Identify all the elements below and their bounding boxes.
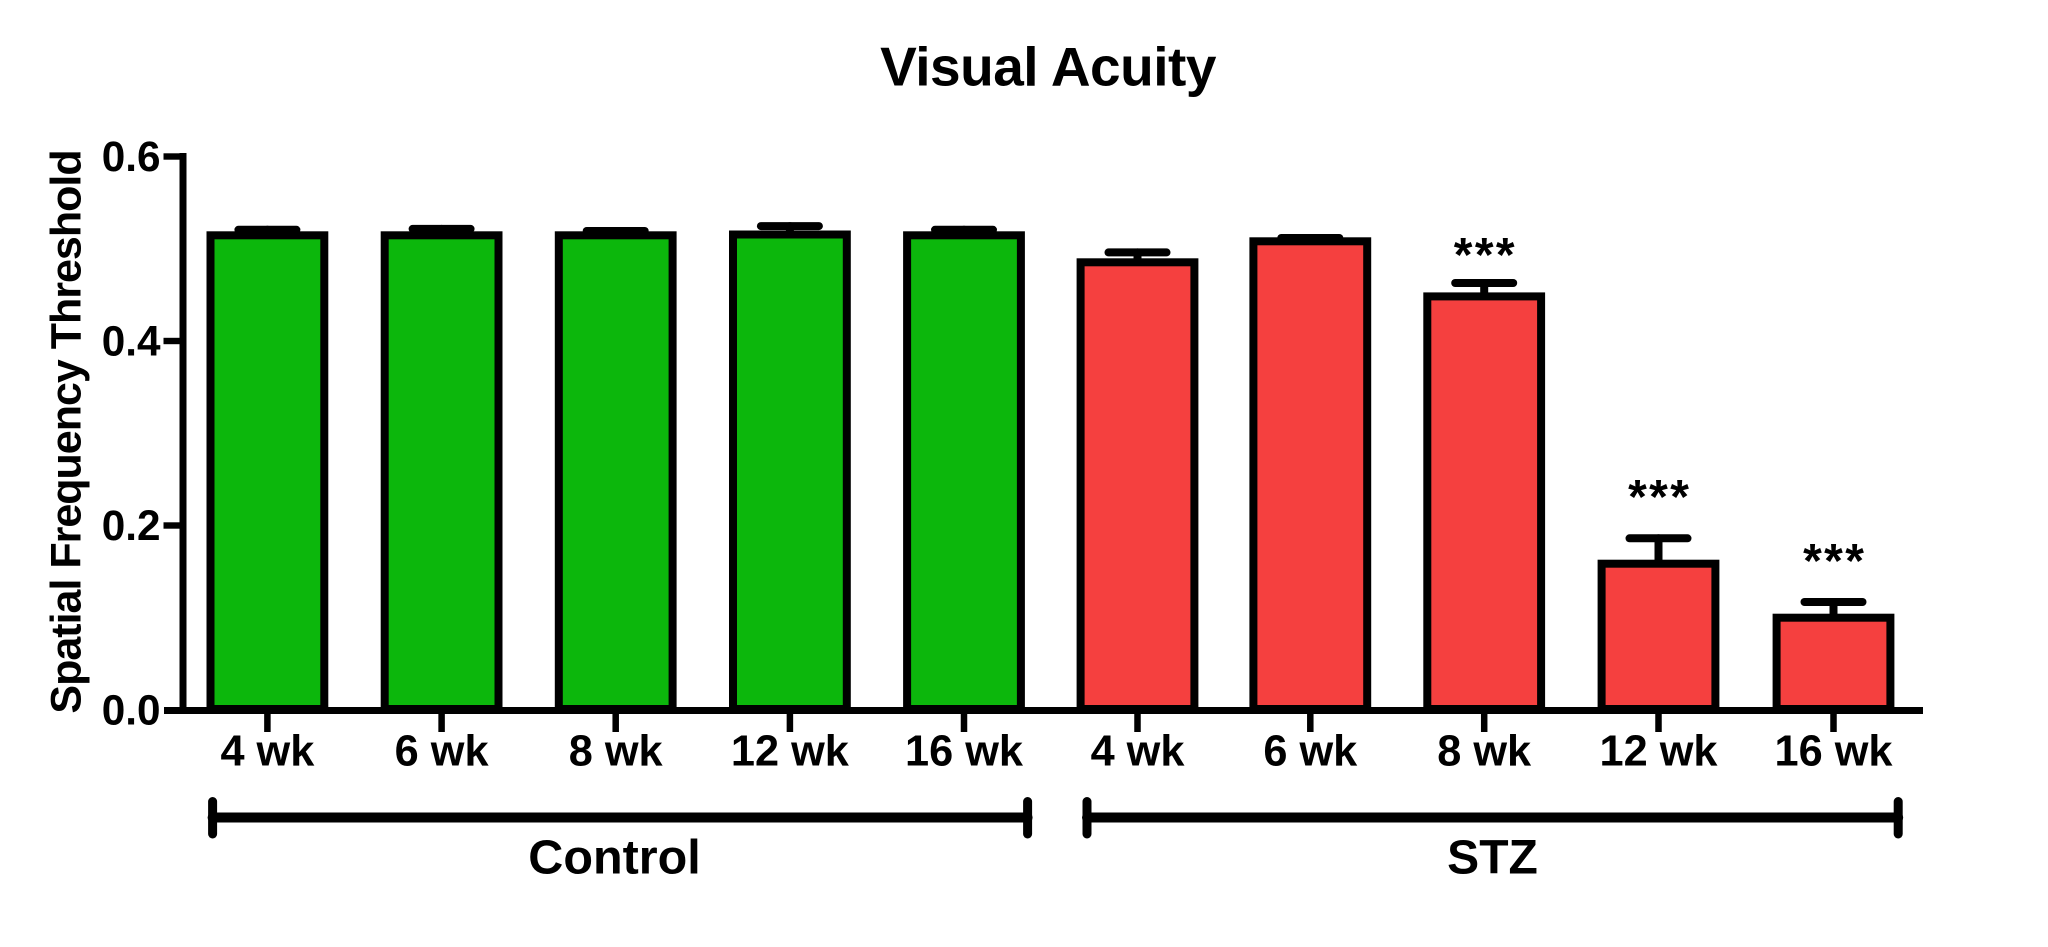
svg-text:***: *** [1454,229,1517,282]
svg-text:Spatial Frequency Threshold: Spatial Frequency Threshold [43,150,91,713]
svg-text:12 wk: 12 wk [731,728,850,776]
svg-text:6 wk: 6 wk [395,728,490,776]
svg-text:***: *** [1803,535,1866,588]
svg-text:8 wk: 8 wk [1437,728,1532,776]
svg-text:16 wk: 16 wk [1775,728,1894,776]
svg-text:8 wk: 8 wk [569,728,664,776]
svg-text:0.0: 0.0 [102,687,161,734]
svg-text:0.2: 0.2 [102,502,161,549]
svg-text:0.6: 0.6 [102,133,161,180]
svg-text:6 wk: 6 wk [1263,728,1358,776]
svg-text:STZ: STZ [1447,832,1538,885]
svg-text:4 wk: 4 wk [1091,728,1186,776]
svg-text:4 wk: 4 wk [220,728,315,776]
svg-text:Visual Acuity: Visual Acuity [880,36,1217,98]
svg-text:Control: Control [528,831,700,885]
svg-text:12 wk: 12 wk [1600,728,1719,776]
svg-text:0.4: 0.4 [102,318,161,365]
svg-text:***: *** [1628,471,1691,524]
svg-text:16 wk: 16 wk [905,728,1024,776]
